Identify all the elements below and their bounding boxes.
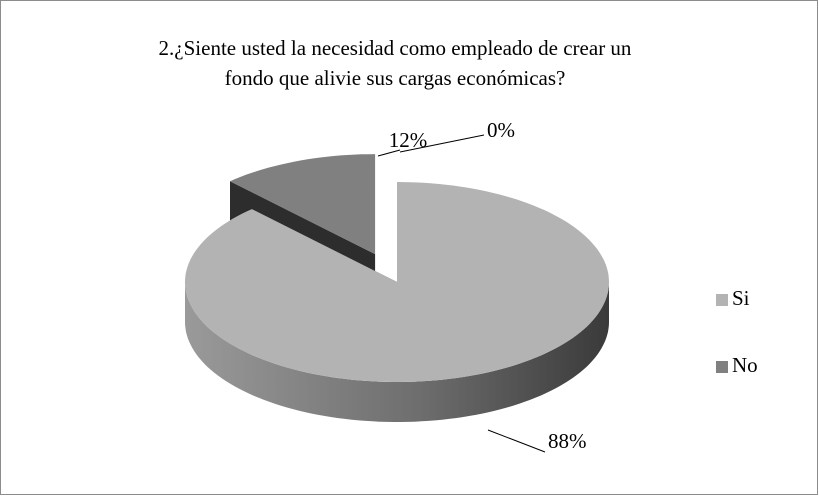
data-label: 12%	[389, 128, 428, 152]
legend-swatch	[716, 294, 728, 306]
legend-swatch	[716, 361, 728, 373]
data-label: 0%	[487, 118, 515, 142]
legend-label: Si	[732, 286, 750, 310]
slice	[185, 182, 609, 382]
chart-title: 2.¿Siente usted la necesidad como emplea…	[159, 36, 632, 60]
leader-line	[377, 149, 401, 157]
slice	[230, 154, 376, 255]
leader-line	[487, 429, 546, 453]
data-label: 88%	[548, 429, 587, 453]
chart-title: fondo que alivie sus cargas económicas?	[225, 66, 566, 90]
pie	[185, 154, 609, 422]
legend-label: No	[732, 353, 758, 377]
leader-line	[399, 134, 485, 153]
slice-side	[185, 282, 609, 422]
